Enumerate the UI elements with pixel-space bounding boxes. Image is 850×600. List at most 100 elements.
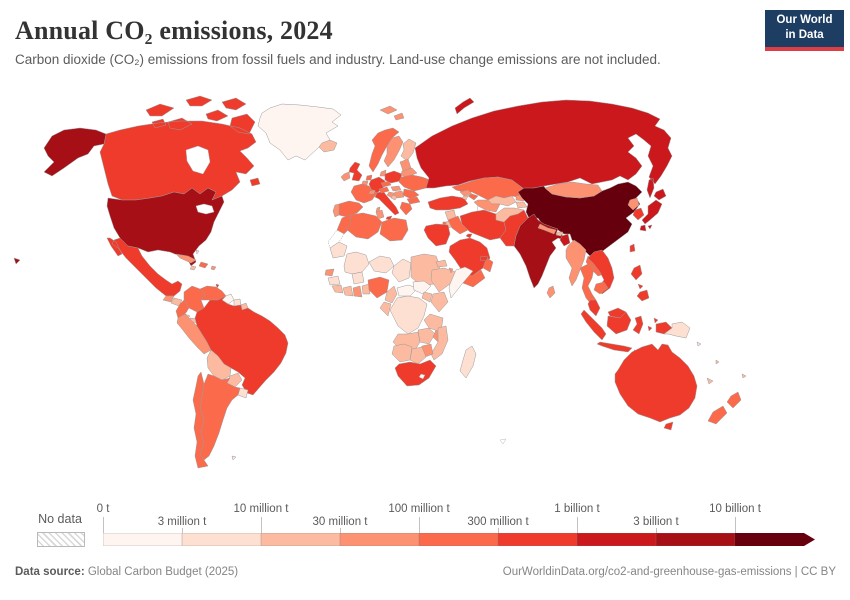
country-bahamas[interactable]: Bahamas <box>195 249 200 255</box>
country-tajikistan[interactable]: Tajikistan <box>515 201 528 209</box>
country-australia[interactable]: Australia <box>614 343 698 431</box>
country-turkey[interactable]: Turkey <box>427 195 469 211</box>
country-portugal[interactable]: Portugal <box>332 203 340 218</box>
country-nigeria[interactable]: Nigeria <box>367 276 390 299</box>
country-greenland[interactable]: Greenland <box>257 103 342 161</box>
country-czechia[interactable]: Czechia <box>380 180 392 188</box>
country-mali[interactable]: Mali <box>343 251 370 275</box>
country-chile[interactable]: Chile <box>192 371 209 469</box>
country-mongolia[interactable]: Mongolia <box>544 181 603 199</box>
country-nepal[interactable]: Nepal <box>537 223 557 235</box>
country-austria[interactable]: Austria <box>378 186 390 194</box>
country-fiji[interactable]: Fiji <box>741 373 747 379</box>
country-taiwan[interactable]: Taiwan <box>629 243 636 253</box>
country-finland[interactable]: Finland <box>400 138 417 162</box>
legend-segment[interactable] <box>103 533 182 546</box>
country-trinidad[interactable]: Trinidad and Tobago <box>215 283 220 289</box>
country-namibia[interactable]: Namibia <box>391 343 413 363</box>
country-argentina[interactable]: Argentina <box>199 373 241 461</box>
country-philippines[interactable]: Philippines <box>630 264 650 302</box>
country-turkmenistan[interactable]: Turkmenistan <box>473 199 501 213</box>
country-baltics[interactable]: Baltic states <box>399 158 412 172</box>
country-oman[interactable]: Oman <box>482 257 494 273</box>
country-tunisia[interactable]: Tunisia <box>375 209 385 220</box>
country-canada[interactable]: Canada <box>99 95 261 201</box>
country-botswana[interactable]: Botswana <box>409 346 427 365</box>
country-cuba[interactable]: Cuba <box>175 253 197 264</box>
country-solomon[interactable]: Solomon Islands <box>696 341 702 347</box>
country-bosnia[interactable]: Bosnia and Herzegovina <box>390 194 398 201</box>
country-niger[interactable]: Niger <box>368 255 395 274</box>
country-greece[interactable]: Greece <box>399 201 413 216</box>
country-sierra-leone[interactable]: Sierra Leone <box>331 284 344 294</box>
country-madagascar[interactable]: Madagascar <box>459 345 477 379</box>
owid-logo[interactable]: Our World in Data <box>765 10 844 51</box>
country-new-zealand[interactable]: New Zealand <box>707 391 742 425</box>
no-data-swatch[interactable] <box>37 532 85 547</box>
country-thailand[interactable]: Thailand <box>579 263 597 306</box>
country-mexico[interactable]: Mexico <box>106 237 183 297</box>
country-ukraine[interactable]: Ukraine <box>398 174 431 192</box>
legend-segment[interactable] <box>340 533 419 546</box>
country-chad[interactable]: Chad <box>391 258 412 283</box>
country-new-caledonia[interactable]: New Caledonia <box>706 377 714 385</box>
country-somalia[interactable]: Somalia <box>448 266 474 299</box>
country-switzerland[interactable]: Switzerland <box>368 189 376 195</box>
country-south-korea[interactable]: South Korea <box>632 207 645 221</box>
country-south-sudan[interactable]: South Sudan <box>412 280 432 295</box>
country-bulgaria[interactable]: Bulgaria <box>406 196 421 205</box>
country-hispaniola[interactable]: Dominican Republic <box>198 261 209 269</box>
country-djibouti[interactable]: Djibouti <box>448 267 454 274</box>
country-mozambique[interactable]: Mozambique <box>430 325 449 361</box>
country-belgium[interactable]: Belgium <box>361 180 369 186</box>
legend-segment[interactable] <box>419 533 498 546</box>
country-jamaica[interactable]: Jamaica <box>189 265 197 271</box>
country-falkland[interactable]: Falkland Islands <box>231 455 237 461</box>
country-vanuatu[interactable]: Vanuatu <box>715 359 720 365</box>
country-uganda[interactable]: Uganda <box>421 291 433 303</box>
country-mauritania[interactable]: Mauritania <box>329 241 348 259</box>
country-malaysia[interactable]: Malaysia <box>587 299 627 319</box>
country-libya[interactable]: Libya <box>379 217 409 242</box>
country-puerto-rico[interactable]: Puerto Rico <box>210 265 217 271</box>
legend-segment[interactable] <box>577 533 656 546</box>
country-cambodia[interactable]: Cambodia <box>593 281 609 295</box>
country-algeria[interactable]: Algeria <box>345 212 383 240</box>
country-senegal[interactable]: Senegal <box>324 268 335 277</box>
country-tanzania[interactable]: Tanzania <box>423 313 444 333</box>
country-guinea[interactable]: Guinea <box>327 275 341 286</box>
legend-segment[interactable] <box>498 533 577 546</box>
country-bangladesh[interactable]: Bangladesh <box>559 233 571 247</box>
country-ghana[interactable]: Ghana <box>352 285 363 298</box>
country-north-korea[interactable]: North Korea <box>627 197 640 211</box>
country-togo-benin[interactable]: Togo and Benin <box>361 283 371 295</box>
country-drc[interactable]: Democratic Republic of Congo <box>389 295 428 335</box>
country-ivory-coast[interactable]: Cote d'Ivoire <box>342 285 354 297</box>
country-vietnam[interactable]: Vietnam <box>587 249 615 295</box>
country-eritrea[interactable]: Eritrea <box>435 259 448 268</box>
country-uk[interactable]: United Kingdom <box>348 161 363 182</box>
country-egypt[interactable]: Egypt <box>423 223 451 247</box>
country-pakistan[interactable]: Pakistan <box>499 209 529 247</box>
country-uae[interactable]: United Arab Emirates <box>479 255 489 262</box>
country-myanmar[interactable]: Myanmar <box>565 239 587 287</box>
country-russia[interactable]: Russia <box>414 97 673 199</box>
legend-segment[interactable] <box>656 533 735 546</box>
country-bolivia[interactable]: Bolivia <box>206 349 232 381</box>
footer-link[interactable]: OurWorldinData.org/co2-and-greenhouse-ga… <box>502 566 836 578</box>
country-kuwait[interactable]: Kuwait <box>465 233 473 239</box>
country-azerbaijan[interactable]: Azerbaijan <box>467 193 479 201</box>
country-cameroon[interactable]: Cameroon <box>384 285 398 304</box>
legend-segment[interactable] <box>261 533 340 546</box>
country-south-africa[interactable]: South Africa <box>394 359 437 387</box>
legend-segment[interactable] <box>182 533 261 546</box>
country-armenia[interactable]: Armenia <box>461 195 469 201</box>
country-japan[interactable]: Japan <box>639 188 667 232</box>
country-bhutan[interactable]: Bhutan <box>555 231 564 237</box>
country-france[interactable]: France <box>350 183 378 204</box>
country-norway[interactable]: Norway <box>368 127 400 173</box>
country-svalbard[interactable]: Svalbard <box>379 105 405 121</box>
country-sweden[interactable]: Sweden <box>383 135 404 168</box>
country-png[interactable]: Papua New Guinea <box>663 321 691 339</box>
country-iceland[interactable]: Iceland <box>318 139 338 153</box>
